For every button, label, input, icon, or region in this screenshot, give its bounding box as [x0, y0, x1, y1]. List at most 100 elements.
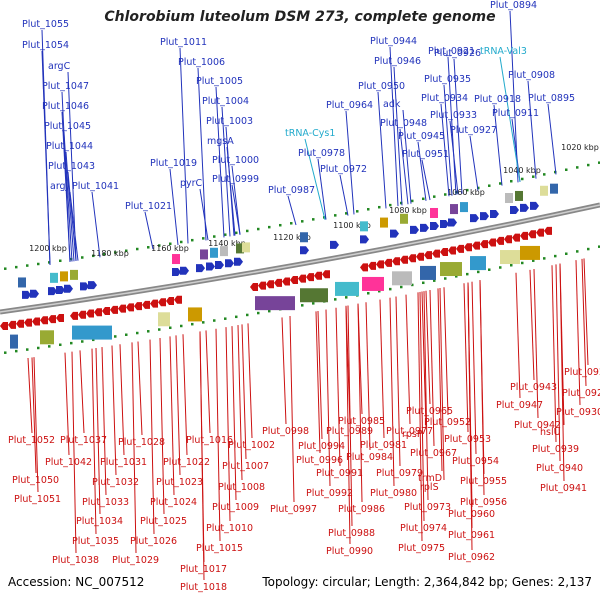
gene-block	[50, 272, 58, 283]
tick-dot	[169, 326, 172, 330]
gene-label-reverse: Plut_1037	[60, 435, 107, 446]
label-line	[443, 84, 453, 196]
gene-label-reverse: Plut_0939	[532, 444, 579, 455]
gene-block	[420, 265, 436, 280]
label-line	[231, 165, 241, 235]
label-line	[379, 299, 385, 439]
gene-arrow	[430, 221, 439, 230]
gene-arrow	[448, 246, 456, 255]
label-line	[281, 317, 287, 425]
label-line	[440, 103, 450, 197]
gene-label-reverse: Plut_1009	[212, 502, 259, 513]
label-line	[419, 291, 425, 522]
tick-dot	[389, 203, 392, 207]
gene-label-reverse: Plut_1025	[140, 516, 187, 527]
label-line	[529, 269, 535, 381]
gene-label-reverse: Plut_0953	[444, 434, 491, 445]
tick-dot	[301, 220, 304, 223]
gene-arrow	[32, 317, 40, 326]
label-line	[395, 296, 401, 467]
gene-arrow	[56, 313, 64, 322]
tick-dot	[180, 324, 183, 328]
tick-dot	[477, 186, 480, 190]
label-line	[471, 281, 477, 455]
gene-label-forward: argJ	[50, 181, 68, 192]
tick-dot	[378, 289, 381, 293]
gene-block	[550, 183, 558, 194]
forward-strand-genes	[18, 183, 558, 299]
gene-block	[360, 221, 368, 232]
gene-label-forward: Plut_1054	[22, 40, 69, 51]
label-line	[425, 290, 431, 405]
tick-dot	[48, 261, 51, 264]
gene-block	[18, 277, 26, 288]
tick-dot	[554, 254, 557, 258]
gene-label-forward: Plut_1019	[150, 158, 197, 169]
gene-block	[500, 250, 520, 265]
gene-block	[520, 245, 540, 260]
label-line	[31, 357, 37, 474]
gene-label-forward: Plut_0934	[421, 93, 468, 104]
tick-dot	[125, 333, 128, 337]
tick-dot	[312, 218, 315, 221]
tick-dot	[257, 311, 260, 315]
gene-arrow	[110, 305, 118, 314]
gene-label-reverse: Plut_0928	[564, 367, 600, 378]
gene-arrow	[150, 299, 158, 308]
gene-arrow	[440, 220, 449, 229]
label-line	[159, 337, 165, 515]
gene-arrow	[360, 263, 368, 272]
tick-dot	[279, 223, 282, 227]
reverse-gene-labels: Plut_1052 Plut_1050 Plut_1051 Plut_1037 Plut…	[8, 367, 600, 593]
label-line	[345, 305, 351, 545]
gene-label-reverse: Plut_0956	[460, 497, 507, 508]
gene-arrow	[258, 281, 266, 290]
gene-label-reverse: Plut_1031	[100, 457, 147, 468]
gene-arrow	[142, 300, 150, 309]
gene-label-forward: Plut_1044	[46, 141, 93, 152]
gene-label-reverse: Plut_0930	[556, 407, 600, 418]
gene-label-reverse: Plut_0973	[404, 502, 451, 513]
label-line	[91, 348, 97, 535]
gene-arrow	[440, 248, 448, 257]
label-line	[405, 294, 411, 425]
label-line	[399, 128, 409, 205]
gene-arrow	[30, 289, 39, 298]
tick-dot	[290, 222, 293, 225]
gene-label-forward: adk	[383, 99, 401, 110]
gene-arrow	[180, 266, 189, 275]
tick-dot	[576, 166, 579, 169]
gene-label-reverse: Plut_0989	[326, 426, 373, 437]
gene-label-forward: Plut_1045	[44, 121, 91, 132]
gene-block	[188, 307, 202, 322]
gene-arrow	[322, 270, 330, 279]
gene-block	[460, 202, 468, 213]
gene-label-forward: Plut_0911	[492, 108, 539, 119]
gene-label-reverse: Plut_0998	[262, 426, 309, 437]
gene-arrow	[274, 278, 282, 287]
label-line	[389, 46, 399, 207]
gene-arrow	[432, 249, 440, 258]
gene-block	[255, 296, 295, 311]
gene-label-reverse: Plut_1018	[180, 582, 227, 593]
label-line	[443, 287, 449, 416]
gene-block	[515, 190, 523, 201]
gene-arrow	[456, 244, 464, 253]
gene-arrow	[420, 223, 429, 232]
label-line	[237, 325, 243, 481]
gene-label-forward: Plut_0951	[402, 149, 449, 160]
label-line	[215, 328, 221, 542]
tick-dot	[92, 254, 95, 258]
label-line	[583, 258, 589, 366]
gene-arrow	[48, 287, 57, 296]
gene-arrow	[384, 258, 392, 267]
gene-block	[242, 242, 250, 253]
tick-label: 1060 kbp	[447, 188, 485, 197]
tick-dot	[114, 251, 117, 254]
reverse-strand-genes	[0, 226, 552, 349]
gene-block	[172, 254, 180, 265]
tick-dot	[15, 265, 18, 269]
gene-block	[60, 271, 68, 282]
gene-label-reverse: Plut_0947	[496, 400, 543, 411]
tick-dot	[26, 264, 29, 267]
